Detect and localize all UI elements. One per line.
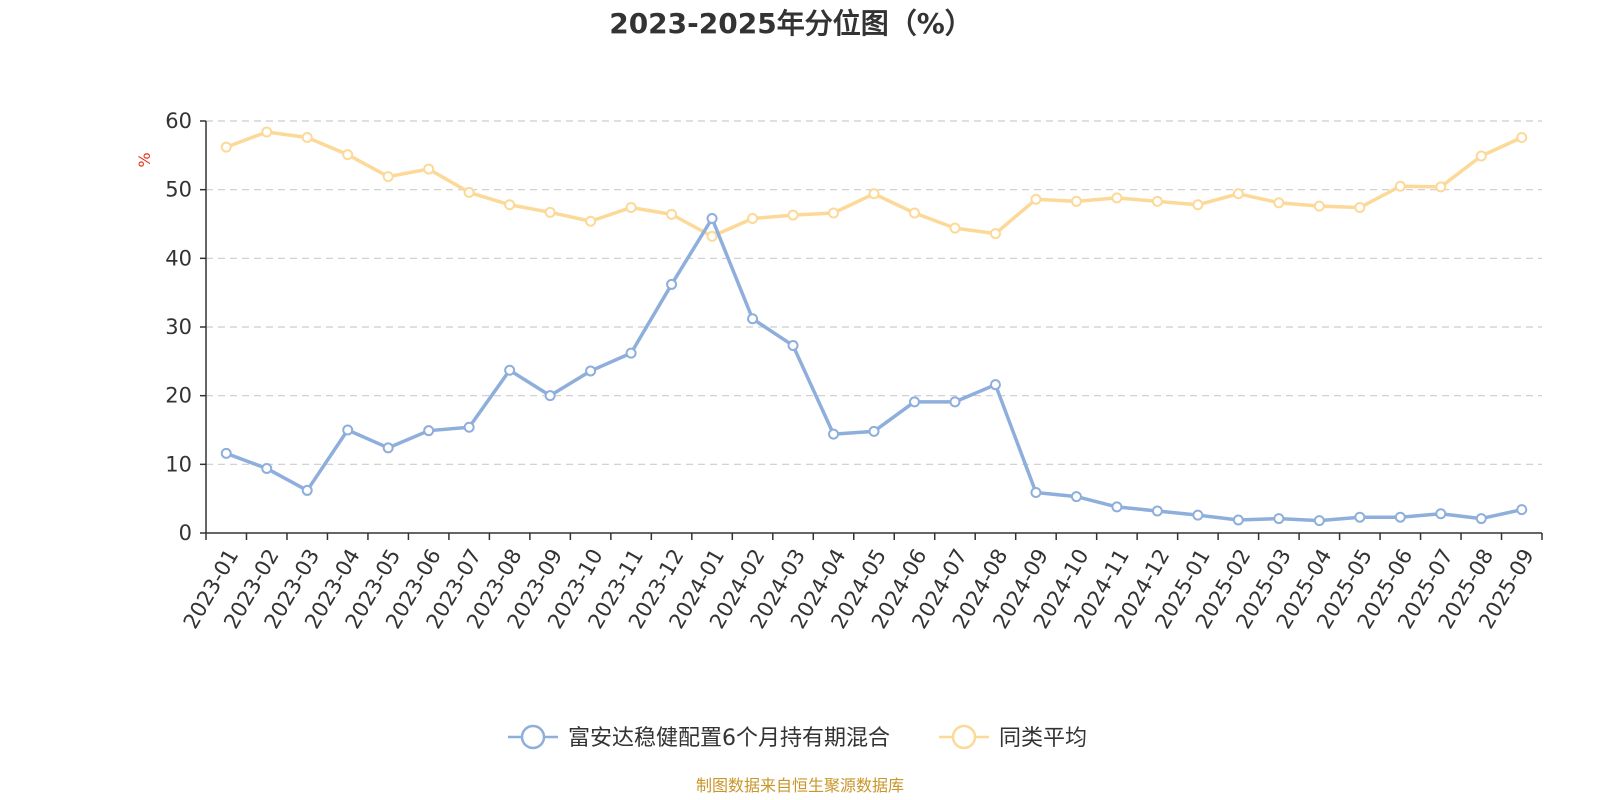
data-point[interactable] [1435, 508, 1447, 520]
data-point[interactable] [382, 171, 394, 183]
legend-item-0[interactable]: 富安达稳健配置6个月持有期混合 [508, 724, 890, 751]
data-point[interactable] [1273, 513, 1285, 525]
series-line-1 [224, 130, 1524, 239]
data-point[interactable] [342, 149, 354, 161]
data-point[interactable] [625, 347, 637, 359]
data-point[interactable] [1394, 180, 1406, 192]
data-point[interactable] [989, 379, 1001, 391]
data-point[interactable] [1070, 491, 1082, 503]
legend-marker [951, 724, 977, 750]
data-point[interactable] [1435, 181, 1447, 193]
y-axis-unit-label: % [135, 152, 154, 167]
y-tick-label: 10 [165, 452, 192, 476]
y-tick-label: 30 [165, 315, 192, 339]
data-point[interactable] [1030, 193, 1042, 205]
data-point[interactable] [666, 208, 678, 220]
data-point[interactable] [301, 484, 313, 496]
y-tick-label: 60 [165, 109, 192, 133]
data-point[interactable] [747, 313, 759, 325]
data-point[interactable] [625, 202, 637, 214]
data-point[interactable] [1516, 504, 1528, 516]
data-point[interactable] [868, 425, 880, 437]
data-point[interactable] [1273, 197, 1285, 209]
data-point[interactable] [1192, 509, 1204, 521]
data-point[interactable] [342, 424, 354, 436]
data-point[interactable] [585, 215, 597, 227]
data-point[interactable] [989, 228, 1001, 240]
data-point[interactable] [504, 199, 516, 211]
data-point[interactable] [666, 278, 678, 290]
data-point[interactable] [220, 141, 232, 153]
data-point[interactable] [1030, 486, 1042, 498]
y-tick-label: 40 [165, 246, 192, 270]
data-point[interactable] [1151, 195, 1163, 207]
data-point[interactable] [423, 425, 435, 437]
data-point[interactable] [868, 188, 880, 200]
data-point[interactable] [1232, 188, 1244, 200]
legend[interactable]: 富安达稳健配置6个月持有期混合 同类平均 [508, 724, 1087, 751]
series-line-0 [224, 216, 1524, 523]
data-point[interactable] [1516, 131, 1528, 143]
data-point[interactable] [828, 207, 840, 219]
data-point[interactable] [1192, 199, 1204, 211]
legend-item-1[interactable]: 同类平均 [939, 724, 1087, 751]
data-point[interactable] [585, 365, 597, 377]
data-point[interactable] [504, 364, 516, 376]
series-lines [220, 126, 1528, 527]
legend-marker [520, 724, 546, 750]
data-point[interactable] [706, 213, 718, 225]
y-tick-label: 20 [165, 384, 192, 408]
chart-title: 2023-2025年分位图（%） [609, 7, 973, 40]
data-point[interactable] [949, 222, 961, 234]
data-point[interactable] [1475, 513, 1487, 525]
data-point[interactable] [1070, 195, 1082, 207]
data-point[interactable] [463, 421, 475, 433]
legend-label: 富安达稳健配置6个月持有期混合 [568, 726, 890, 751]
data-point[interactable] [908, 396, 920, 408]
y-tick-label: 50 [165, 178, 192, 202]
data-point[interactable] [544, 206, 556, 218]
data-point[interactable] [1354, 202, 1366, 214]
data-point[interactable] [1232, 514, 1244, 526]
data-point[interactable] [1313, 515, 1325, 527]
data-point[interactable] [261, 462, 273, 474]
data-point[interactable] [787, 340, 799, 352]
data-point[interactable] [787, 209, 799, 221]
legend-label: 同类平均 [999, 726, 1087, 751]
data-point[interactable] [1394, 511, 1406, 523]
data-point[interactable] [423, 163, 435, 175]
data-point[interactable] [1354, 511, 1366, 523]
data-point[interactable] [706, 230, 718, 242]
data-point[interactable] [1151, 505, 1163, 517]
data-point[interactable] [261, 126, 273, 138]
data-source-note: 制图数据来自恒生聚源数据库 [696, 776, 904, 795]
data-point[interactable] [301, 131, 313, 143]
grid-lines [206, 120, 1542, 465]
data-point[interactable] [1111, 501, 1123, 513]
data-point[interactable] [1313, 200, 1325, 212]
data-point[interactable] [828, 428, 840, 440]
data-point[interactable] [382, 442, 394, 454]
data-point[interactable] [949, 396, 961, 408]
data-point[interactable] [747, 213, 759, 225]
data-point[interactable] [1475, 150, 1487, 162]
data-point[interactable] [544, 390, 556, 402]
data-point[interactable] [220, 447, 232, 459]
y-tick-label: 0 [179, 521, 192, 545]
data-point[interactable] [908, 207, 920, 219]
data-point[interactable] [1111, 192, 1123, 204]
axes: 01020304050602023-012023-022023-032023-0… [165, 109, 1543, 633]
data-point[interactable] [463, 186, 475, 198]
